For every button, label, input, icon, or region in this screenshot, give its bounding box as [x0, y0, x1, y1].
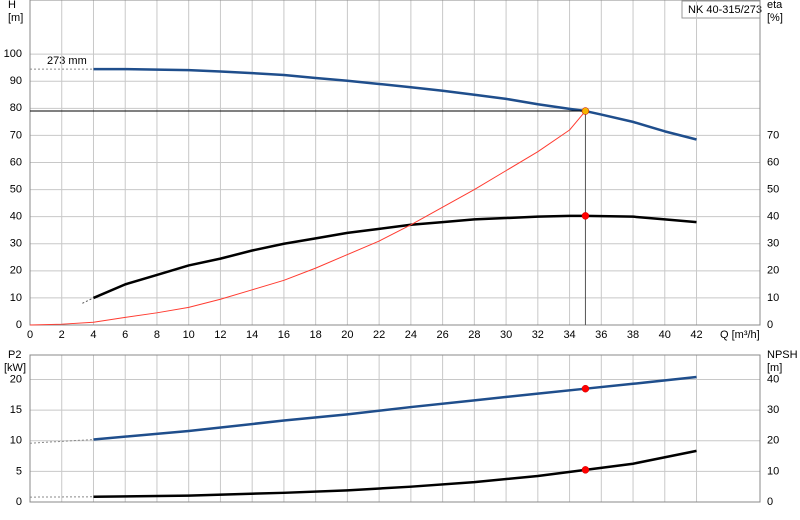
y-tick-label: 50: [10, 183, 22, 195]
x-tick-label: 28: [468, 329, 480, 341]
x-tick-label: 24: [405, 329, 417, 341]
y2-tick-label: 0: [767, 319, 773, 331]
y-tick-label: 70: [10, 129, 22, 141]
x-tick-label: 42: [690, 329, 702, 341]
y2-tick-label: 60: [767, 156, 779, 168]
y2-label: eta: [767, 0, 783, 11]
y2-tick-label: 10: [767, 465, 779, 477]
y-tick-label: 20: [10, 265, 22, 277]
x-tick-label: 6: [122, 329, 128, 341]
plot-frame: [29, 354, 761, 503]
y-tick-label: 0: [16, 319, 22, 331]
y2-label: NPSH: [767, 349, 798, 361]
y2-tick-label: 20: [767, 265, 779, 277]
x-tick-label: 10: [183, 329, 195, 341]
curve: [92, 214, 697, 300]
y-tick-label: 60: [10, 156, 22, 168]
x-tick-label: 8: [154, 329, 160, 341]
x-tick-label: 2: [59, 329, 65, 341]
x-tick-label: 22: [373, 329, 385, 341]
y-unit: [kW]: [4, 362, 26, 374]
x-tick-label: 14: [246, 329, 258, 341]
y-tick-label: 40: [10, 211, 22, 223]
x-tick-label: 16: [278, 329, 290, 341]
y-tick-label: 100: [4, 48, 22, 60]
x-tick-label: 4: [90, 329, 96, 341]
x-tick-label: 18: [310, 329, 322, 341]
y-tick-label: 30: [10, 238, 22, 250]
duty-point: [581, 107, 590, 115]
y2-tick-label: 40: [767, 373, 779, 385]
y2-tick-label: 30: [767, 238, 779, 250]
x-tick-label: 40: [659, 329, 671, 341]
curve: [29, 439, 94, 444]
y-tick-label: 80: [10, 102, 22, 114]
duty-point: [581, 466, 590, 474]
y-tick-label: 20: [10, 373, 22, 385]
annotation: 273 mm: [47, 55, 87, 67]
curve: [93, 67, 697, 141]
curve: [29, 110, 586, 326]
y-tick-label: 5: [16, 465, 22, 477]
y2-tick-label: 20: [767, 435, 779, 447]
curve: [93, 375, 697, 441]
y-label: P2: [8, 349, 21, 361]
x-tick-label: 36: [595, 329, 607, 341]
plot-frame: [29, 0, 761, 326]
x-label: Q [m³/h]: [720, 329, 760, 341]
duty-point: [581, 212, 590, 220]
y2-unit: [%]: [767, 12, 783, 24]
x-tick-label: 0: [27, 329, 33, 341]
x-tick-label: 38: [627, 329, 639, 341]
x-tick-label: 12: [214, 329, 226, 341]
curve: [93, 449, 697, 499]
chart-title: NK 40-315/273: [688, 4, 762, 16]
x-tick-label: 20: [341, 329, 353, 341]
y2-tick-label: 30: [767, 404, 779, 416]
y2-tick-label: 10: [767, 292, 779, 304]
y-tick-label: 0: [16, 496, 22, 508]
y2-tick-label: 70: [767, 129, 779, 141]
x-tick-label: 34: [563, 329, 575, 341]
y-unit: [m]: [8, 12, 23, 24]
x-tick-label: 26: [436, 329, 448, 341]
y2-tick-label: 40: [767, 211, 779, 223]
y-label: H: [8, 0, 16, 11]
curve: [82, 297, 94, 304]
y2-tick-label: 50: [767, 183, 779, 195]
x-tick-label: 30: [500, 329, 512, 341]
y2-unit: [m]: [767, 362, 782, 374]
y-tick-label: 15: [10, 404, 22, 416]
y-tick-label: 10: [10, 292, 22, 304]
y2-tick-label: 0: [767, 496, 773, 508]
y-tick-label: 90: [10, 75, 22, 87]
y-tick-label: 10: [10, 435, 22, 447]
duty-point: [581, 384, 590, 393]
x-tick-label: 32: [532, 329, 544, 341]
